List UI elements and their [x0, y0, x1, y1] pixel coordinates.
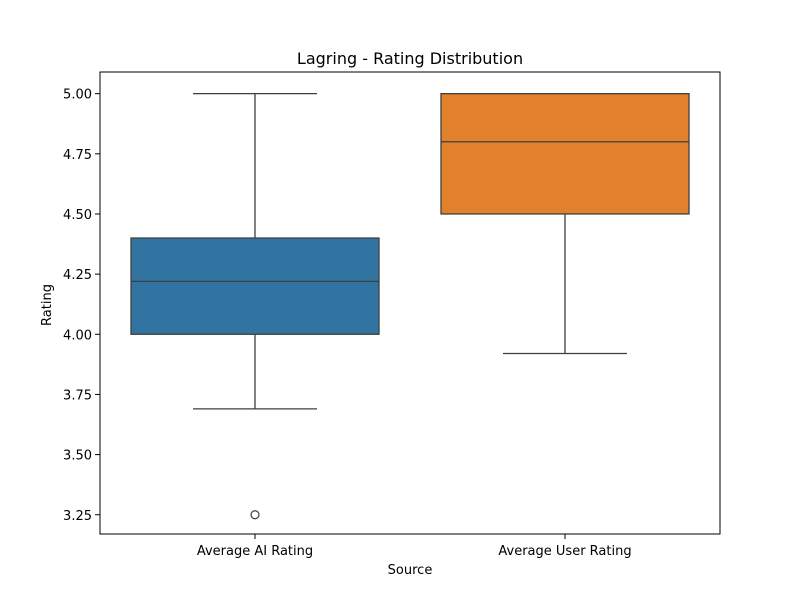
y-tick-label: 4.25 — [63, 268, 92, 283]
y-tick-label: 3.25 — [63, 509, 92, 524]
series-1-outlier-1 — [250, 510, 260, 520]
x-tick-label: Average User Rating — [498, 544, 631, 559]
y-tick-label: 3.50 — [63, 449, 92, 464]
chart-title: Lagring - Rating Distribution — [297, 49, 523, 68]
x-axis-label: Source — [388, 563, 433, 578]
y-tick-label: 4.50 — [63, 208, 92, 223]
plot-frame — [99, 71, 721, 535]
y-tick-label: 4.75 — [63, 148, 92, 163]
series-2-box — [440, 93, 690, 215]
y-axis-label: Rating — [40, 284, 55, 326]
y-tick-label: 3.75 — [63, 388, 92, 403]
y-tick-label: 5.00 — [63, 88, 92, 103]
plot-area: 3.25 3.50 3.75 4.00 4.25 4.50 4.75 5.00 Average … — [63, 71, 721, 559]
series-1-box — [130, 237, 380, 335]
x-tick-label: Average AI Rating — [197, 544, 313, 559]
y-tick-label: 4.00 — [63, 328, 92, 343]
